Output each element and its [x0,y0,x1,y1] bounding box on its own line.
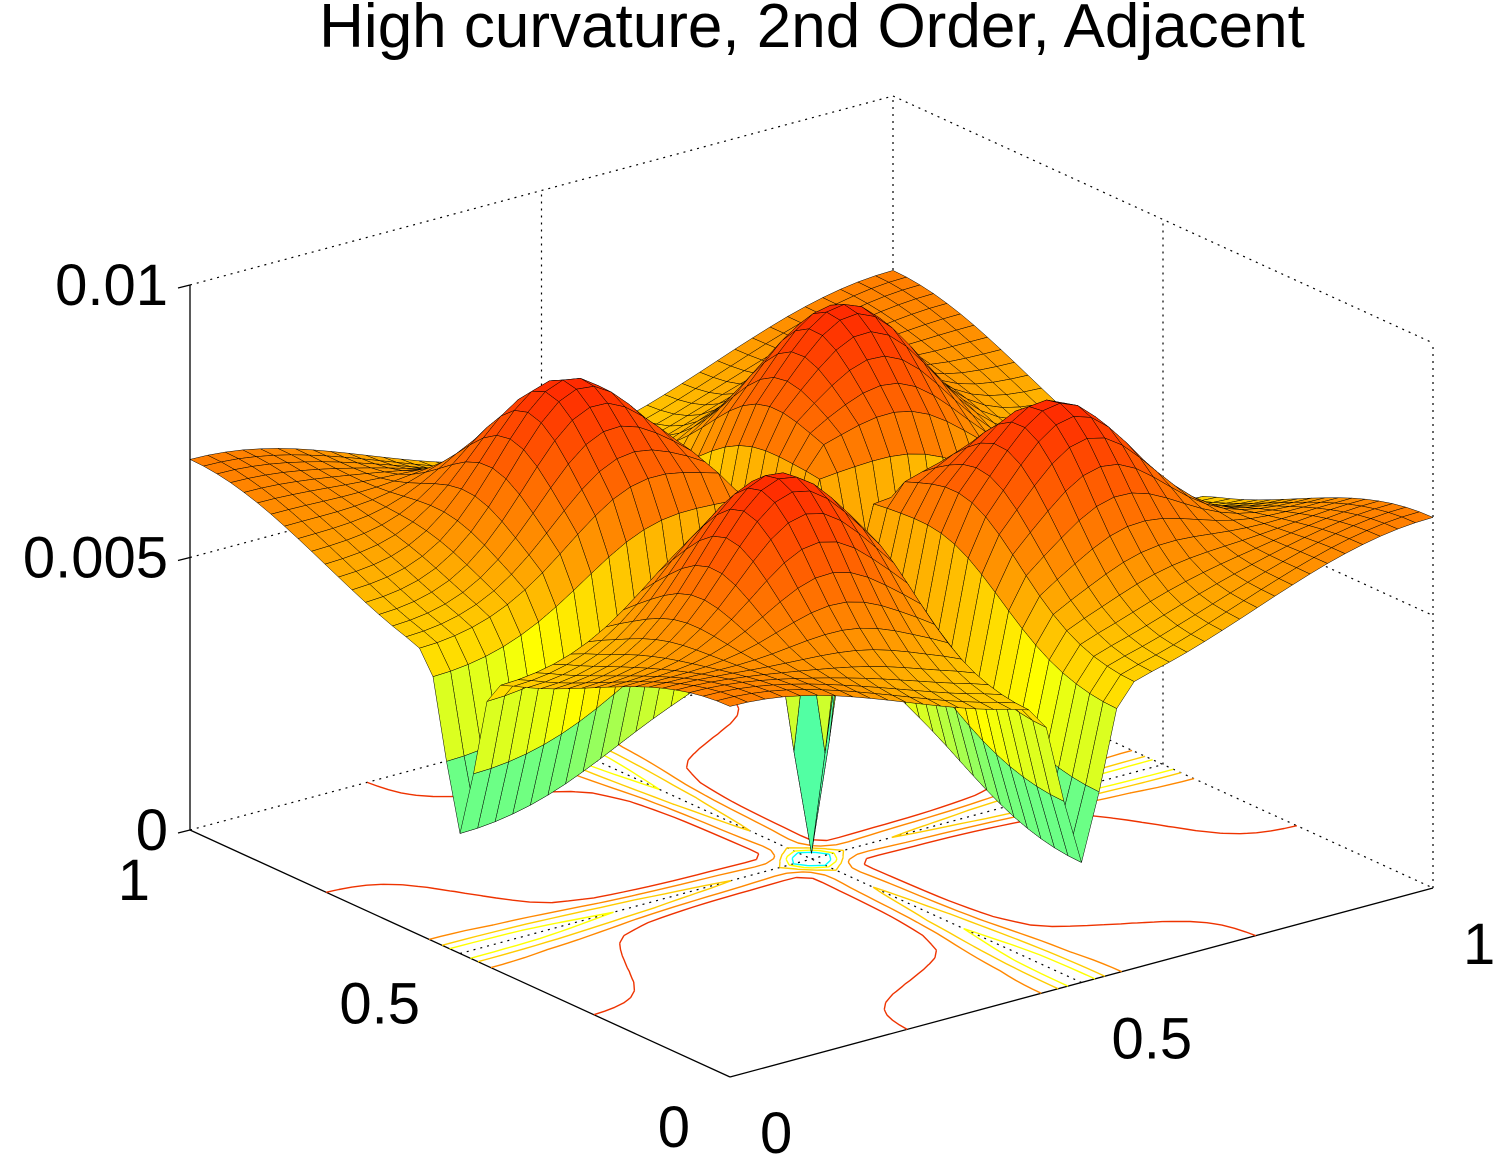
surface-mesh [189,270,1434,863]
back-grid-line [189,95,894,286]
x-tick-label: 1 [1463,912,1495,977]
z-tick-label: 0.01 [55,253,168,318]
y-tick-label: 0.5 [339,972,420,1037]
back-grid-line [892,95,1434,344]
z-tick-label: 0 [136,798,168,863]
z-tick-mark [177,829,191,834]
chart-title: High curvature, 2nd Order, Adjacent [319,0,1305,61]
y-tick-label: 0 [658,1095,690,1160]
y-axis-line [189,829,731,1078]
contour-line [791,851,832,867]
surface-facet [715,696,749,707]
z-tick-label: 0.005 [23,526,168,591]
floor-grid-line [541,734,1082,984]
x-tick-label: 0.5 [1112,1007,1193,1072]
z-tick-mark [177,556,191,562]
z-tick-mark [177,284,191,289]
y-tick-label: 1 [118,848,150,913]
x-axis-line [729,887,1434,1078]
x-tick-label: 0 [760,1101,792,1166]
